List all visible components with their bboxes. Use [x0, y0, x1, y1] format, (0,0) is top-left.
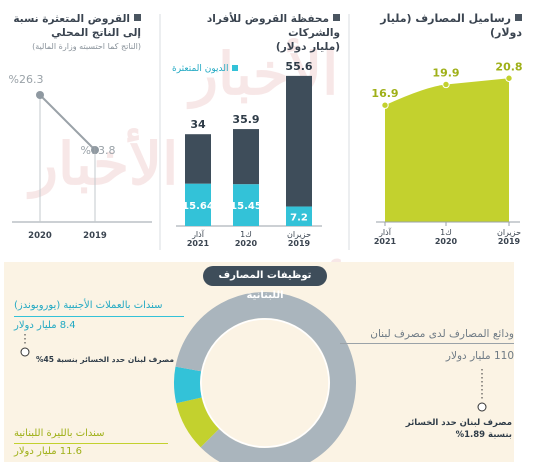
donut-inner-edge: [200, 318, 330, 448]
loans-tick-label: ك1: [240, 230, 252, 239]
loans-npl-label: 15.45: [230, 201, 262, 212]
lbp-bonds-underline: [14, 443, 168, 444]
title-bullet-icon: [515, 14, 522, 21]
donut-leader-lines: [20, 334, 487, 412]
capital-area-fill: [385, 78, 509, 222]
capital-chart-title-text: رساميل المصارف (مليار دولار): [380, 12, 522, 39]
loans-tick-label: حزيران: [287, 230, 311, 239]
leader-dot-left: [20, 347, 30, 357]
loans-npl-bar: [185, 183, 211, 226]
npl-ratio-value-label: %13.8: [81, 144, 116, 157]
loans-chart-title: محفظة القروض للأفراد والشركات (مليار دول…: [180, 12, 340, 54]
donut-segment: [176, 396, 220, 448]
npl-legend: الديون المتعثرة: [172, 64, 238, 74]
loans-npl-bar: [286, 206, 312, 226]
capital-point: [505, 74, 513, 82]
loans-npl-bar: [233, 184, 259, 226]
title-bullet-icon: [134, 14, 141, 21]
npl-ratio-title: القروض المتعثرة نسبة إلى الناتج المحلي: [11, 12, 141, 40]
npl-ratio-title-line1: القروض المتعثرة نسبة: [13, 13, 130, 25]
capital-value-label: 19.9: [432, 66, 459, 79]
npl-ratio-subtitle: (الناتج كما احتسبته وزارة المالية): [32, 42, 141, 51]
loans-tick-label: 2021: [187, 239, 210, 248]
capital-tick-label: 2020: [435, 237, 458, 246]
loans-tick-label: آذار: [191, 229, 205, 239]
eurobonds-value: 8.4 مليار دولار: [14, 320, 76, 331]
capital-tick-label: ك1: [440, 228, 452, 237]
capital-tick-label: حزيران: [497, 228, 521, 237]
npl-ratio-line: [39, 94, 96, 151]
loans-total-label: 35.9: [232, 113, 259, 126]
loans-chart-title-line1: محفظة القروض للأفراد والشركات: [206, 13, 340, 39]
loans-npl-label: 15.64: [182, 201, 214, 212]
capital-point: [442, 80, 450, 89]
deposits-note-line1: مصرف لبنان حدد الخسائر: [405, 418, 512, 428]
npl-ratio-value-label: %26.3: [9, 73, 44, 86]
npl-legend-swatch: [231, 65, 238, 71]
title-bullet-icon: [333, 14, 340, 21]
capital-value-label: 16.9: [371, 87, 398, 100]
loans-total-label: 55.6: [285, 60, 312, 73]
eurobonds-note: مصرف لبنان حدد الخسائر بنسبة 45%: [36, 355, 175, 364]
npl-ratio-line-chart: 2019 2020 %13.8 %26.3: [9, 73, 152, 241]
loans-tick-label: 2020: [235, 239, 258, 248]
npl-ratio-point: [36, 91, 44, 99]
lbp-bonds-value: 11.6 مليار دولار: [14, 446, 82, 457]
deposits-underline: [340, 343, 514, 344]
capital-value-label: 20.8: [495, 60, 522, 73]
eurobonds-underline: [14, 316, 184, 317]
leader-dot-right: [477, 402, 487, 412]
loans-total-bar: [185, 134, 211, 184]
lbp-bonds-label: سندات بالليرة اللبنانية: [14, 428, 105, 439]
capital-chart-title: رساميل المصارف (مليار دولار): [352, 12, 522, 40]
eurobonds-label: سندات بالعملات الأجنبية (يوروبوندز): [14, 300, 163, 311]
npl-ratio-tick-label: 2019: [83, 231, 107, 241]
npl-ratio-title-line2: إلى الناتج المحلي: [51, 27, 141, 39]
deposits-note-line2: بنسبة 1.89%: [455, 430, 512, 440]
npl-ratio-point: [91, 146, 99, 154]
loans-total-label: 34: [190, 118, 206, 131]
donut-section-title: توظيفات المصارف اللبنانية: [203, 266, 327, 301]
capital-tick-label: آذار: [378, 227, 392, 237]
deposits-value: 110 مليار دولار: [445, 350, 514, 362]
deposits-label: ودائع المصارف لدى مصرف لبنان: [370, 328, 514, 340]
capital-tick-label: 2021: [374, 237, 397, 246]
donut-segment: [174, 366, 202, 404]
loans-npl-label: 7.2: [290, 212, 308, 223]
npl-ratio-tick-label: 2020: [28, 231, 52, 241]
loans-chart-title-line2: (مليار دولار): [275, 41, 340, 53]
loans-tick-label: 2019: [288, 239, 311, 248]
loans-total-bar: [286, 75, 312, 207]
donut-segment: [175, 292, 356, 462]
loans-total-bar: [233, 129, 259, 185]
npl-legend-label: الديون المتعثرة: [172, 64, 229, 74]
bank-placements-donut-chart: [174, 292, 356, 462]
capital-point: [381, 101, 389, 109]
capital-tick-label: 2019: [498, 237, 521, 246]
